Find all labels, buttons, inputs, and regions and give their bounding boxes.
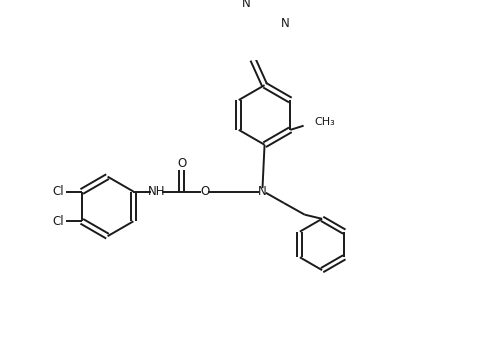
Text: O: O [177, 157, 186, 170]
Text: O: O [200, 185, 209, 198]
Text: NH: NH [147, 185, 165, 198]
Text: Cl: Cl [53, 215, 65, 228]
Text: Cl: Cl [53, 185, 65, 198]
Text: N: N [281, 17, 290, 30]
Text: N: N [241, 0, 250, 10]
Text: CH₃: CH₃ [314, 116, 335, 127]
Text: N: N [258, 185, 267, 198]
